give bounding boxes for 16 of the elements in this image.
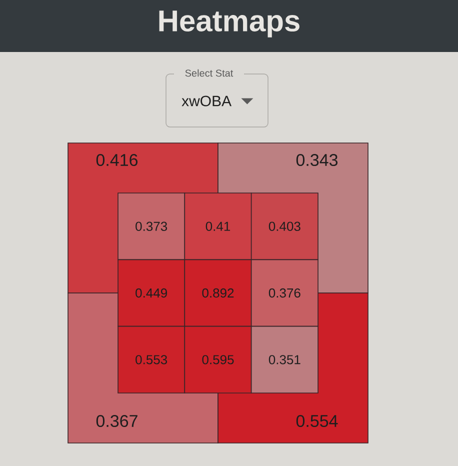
- data-label: 0.595: [202, 355, 234, 364]
- data-label: 0.554: [296, 414, 338, 428]
- data-label: 0.553: [136, 355, 168, 364]
- data-label: 0.373: [136, 222, 168, 231]
- chart-title: Heatmaps: [159, 10, 300, 38]
- data-label: 0.343: [296, 154, 338, 166]
- data-label: 0.41: [206, 222, 230, 231]
- text: xwOBA: [182, 96, 232, 106]
- data-label: 0.367: [96, 414, 138, 428]
- data-label: 0.449: [136, 288, 167, 298]
- data-label: 0.403: [268, 222, 300, 231]
- data-label: 0.351: [268, 355, 300, 364]
- data-label: 0.376: [268, 288, 300, 298]
- data-label: 0.416: [96, 154, 138, 166]
- data-label: 0.892: [202, 288, 234, 298]
- text: Select Stat: [185, 69, 234, 77]
